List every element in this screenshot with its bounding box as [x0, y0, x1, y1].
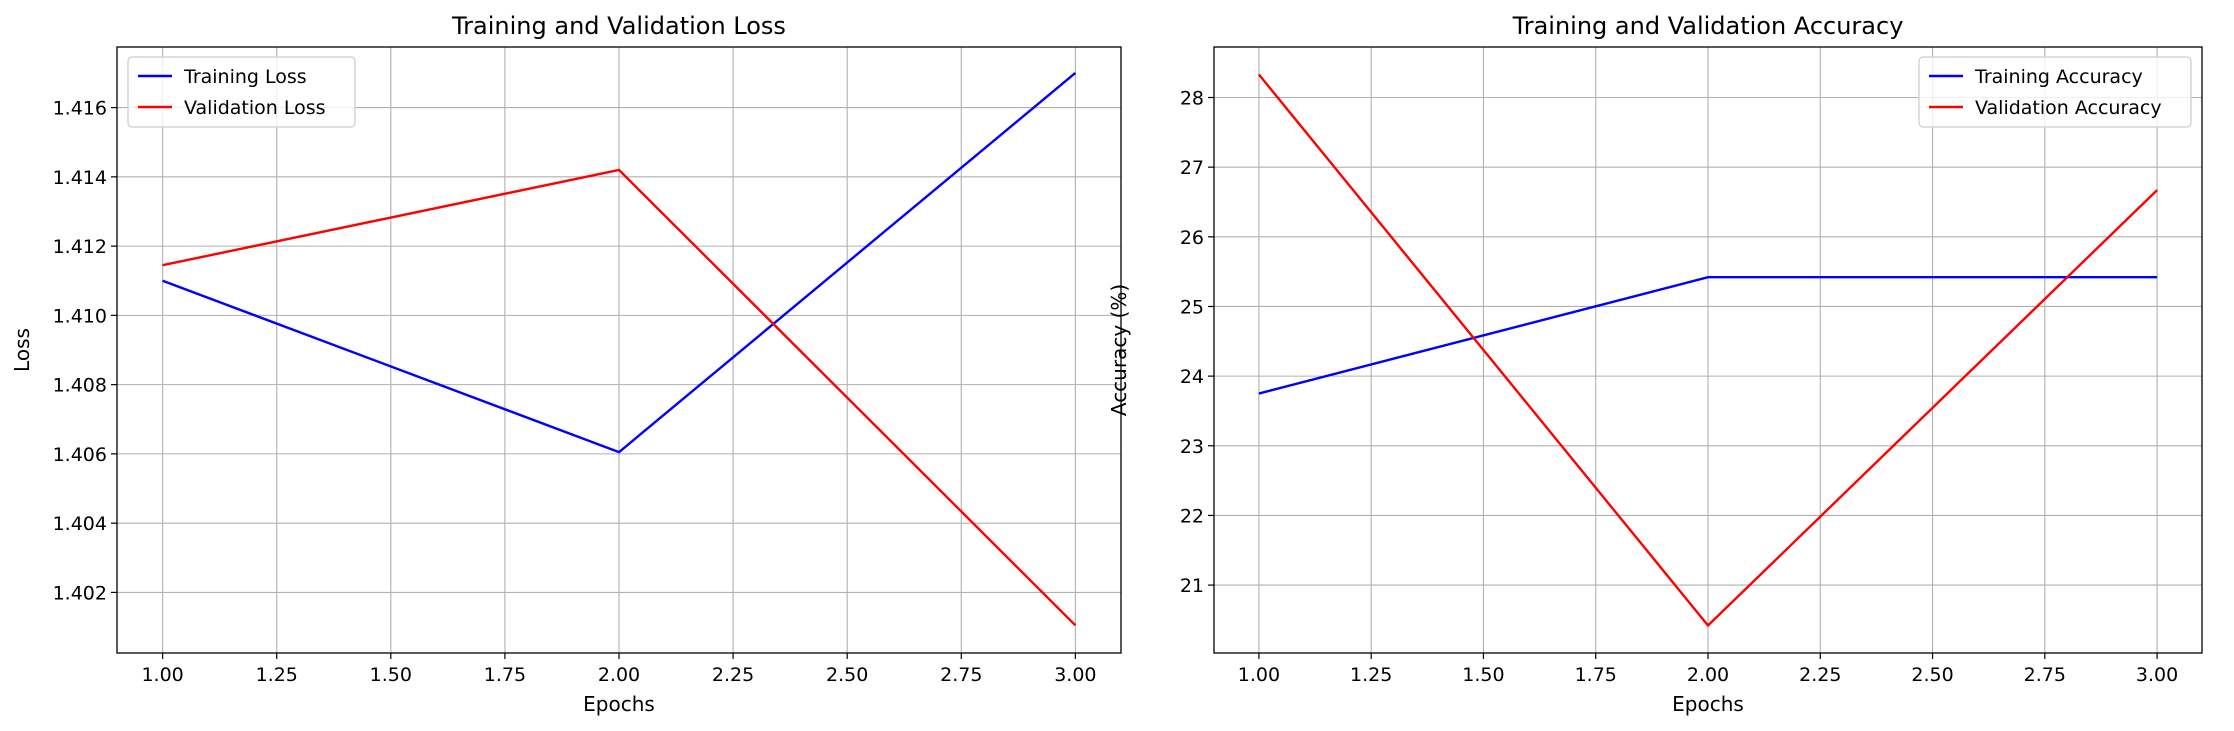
x-axis-label: Epochs	[583, 692, 655, 716]
x-tick-label: 1.25	[1350, 664, 1392, 686]
x-tick-label: 1.50	[370, 664, 412, 686]
legend: Training Accuracy Validation Accuracy	[1918, 56, 2192, 128]
y-tick-label: 1.404	[53, 513, 107, 535]
y-tick-label: 26	[1180, 227, 1204, 249]
y-tick-label: 1.416	[53, 98, 107, 120]
y-tick-label: 1.406	[53, 444, 107, 466]
x-tick-label: 2.50	[1911, 664, 1953, 686]
y-tick-label: 1.402	[53, 582, 107, 604]
y-tick-label: 21	[1180, 575, 1204, 597]
y-tick-label: 1.408	[53, 375, 107, 397]
x-tick-label: 1.75	[484, 664, 526, 686]
legend-label-validation: Validation Loss	[184, 97, 326, 119]
chart-title: Training and Validation Accuracy	[1512, 12, 1904, 40]
y-tick-label: 23	[1180, 436, 1204, 458]
x-tick-label: 1.25	[256, 664, 298, 686]
y-tick-label: 1.414	[53, 167, 107, 189]
y-tick-label: 24	[1180, 366, 1204, 388]
y-tick-label: 25	[1180, 296, 1204, 318]
legend: Training Loss Validation Loss	[127, 56, 356, 128]
axes-frame	[1213, 46, 2203, 654]
series-line-validation	[162, 168, 1077, 627]
x-tick-label: 2.75	[940, 664, 982, 686]
x-tick-label: 1.50	[1462, 664, 1504, 686]
chart-title: Training and Validation Loss	[451, 12, 786, 40]
x-tick-label: 2.00	[598, 664, 640, 686]
series-line-training	[162, 72, 1077, 454]
series-line-validation	[1257, 73, 2158, 628]
x-tick-label: 3.00	[1054, 664, 1096, 686]
y-tick-label: 22	[1180, 505, 1204, 527]
axes-frame	[116, 46, 1122, 654]
x-axis-label: Epochs	[1672, 692, 1744, 716]
y-tick-label: 1.410	[53, 305, 107, 327]
accuracy-chart: 1.00 1.25 1.50 1.75 2.00 2.25 2.50 2.75 3.00 21 22…	[1107, 12, 2203, 716]
y-axis-label: Accuracy (%)	[1107, 284, 1131, 416]
y-tick-label: 28	[1180, 88, 1204, 110]
legend-box	[1918, 56, 2192, 128]
x-tick-label: 2.50	[826, 664, 868, 686]
legend-label-training: Training Accuracy	[1974, 66, 2143, 88]
x-tick-label: 2.75	[2024, 664, 2066, 686]
y-tick-label: 1.412	[53, 236, 107, 258]
legend-label-training: Training Loss	[183, 66, 307, 88]
x-tick-label: 1.75	[1575, 664, 1617, 686]
x-tick-label: 3.00	[2136, 664, 2178, 686]
legend-box	[127, 56, 356, 128]
y-tick-label: 27	[1180, 157, 1204, 179]
x-tick-label: 2.00	[1687, 664, 1729, 686]
x-tick-label: 2.25	[1799, 664, 1841, 686]
y-axis-label: Loss	[10, 328, 34, 372]
legend-label-validation: Validation Accuracy	[1975, 97, 2162, 119]
x-tick-label: 2.25	[712, 664, 754, 686]
series-line-training	[1258, 276, 2158, 395]
x-tick-label: 1.00	[1238, 664, 1280, 686]
x-tick-label: 1.00	[141, 664, 183, 686]
loss-chart: 1.00 1.25 1.50 1.75 2.00 2.25 2.50 2.75 3.00 1.40…	[10, 12, 1122, 716]
